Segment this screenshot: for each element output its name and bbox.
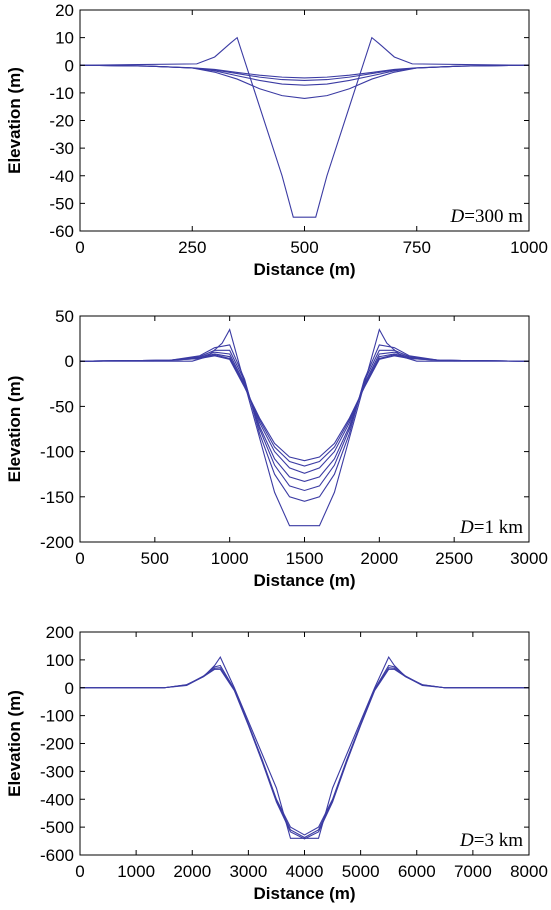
x-tick-label: 0: [75, 238, 84, 257]
x-tick-label: 8000: [510, 862, 548, 881]
y-tick-label: 20: [55, 1, 74, 20]
chart-panel-d300m: 0 250 500 750 1000 20 10 0 -10 -20 -30 -40 -50 -60 Dis…: [5, 1, 548, 279]
chart-panel-d3km: 0 1000 2000 3000 4000 5000 6000 7000 80002001000…: [5, 623, 548, 903]
profile-line-7: [79, 355, 530, 462]
profile-line-2: [80, 664, 529, 836]
x-tick-label: 500: [141, 549, 169, 568]
x-tick-label: 7000: [454, 862, 492, 881]
profile-line-1: [80, 655, 529, 839]
plot-frame: [79, 631, 530, 856]
y-tick-label: 100: [46, 651, 74, 670]
diameter-annotation: D=1 km: [459, 517, 523, 538]
profile-line-1: [79, 36, 530, 218]
profile-line-6: [79, 354, 530, 467]
profile-line-5: [79, 64, 530, 79]
diameter-annotation: D=3 km: [459, 830, 523, 851]
chart-panel-d1km: 0 500 1000 1500 2000 2500 3000500-50-100-150-2…: [5, 307, 548, 590]
plot-frame: [79, 315, 530, 543]
x-tick-label: 3000: [510, 549, 548, 568]
x-tick-label: 500: [290, 238, 318, 257]
x-tick-label: 250: [178, 238, 206, 257]
y-tick-label: 200: [46, 623, 74, 642]
profile-line-3: [79, 349, 530, 492]
x-tick-label: 1000: [117, 862, 155, 881]
y-tick-label: -400: [40, 790, 74, 809]
profile-line-4: [79, 351, 530, 483]
profile-line-2: [79, 344, 530, 502]
profile-line-5: [79, 353, 530, 474]
y-tick-label: 0: [65, 56, 74, 75]
y-tick-label: -60: [49, 222, 74, 241]
x-tick-label: 0: [75, 549, 84, 568]
y-tick-label: -150: [40, 488, 74, 507]
x-axis-label: Distance (m): [253, 884, 355, 903]
y-tick-label: -50: [49, 397, 74, 416]
x-axis-label: Distance (m): [253, 260, 355, 279]
y-tick-label: 0: [65, 352, 74, 371]
y-tick-label: -30: [49, 139, 74, 158]
y-tick-label: 50: [55, 307, 74, 326]
profile-line-3: [79, 64, 530, 86]
y-tick-label: -500: [40, 818, 74, 837]
y-tick-label: -600: [40, 846, 74, 865]
y-tick-label: -300: [40, 762, 74, 781]
y-axis-label: Elevation (m): [5, 376, 24, 483]
y-tick-label: -200: [40, 533, 74, 552]
x-tick-label: 4000: [286, 862, 324, 881]
x-tick-label: 2000: [360, 549, 398, 568]
y-tick-label: 10: [55, 29, 74, 48]
profile-line-1: [80, 328, 529, 527]
profile-line-3: [80, 667, 529, 839]
y-axis-label: Elevation (m): [5, 67, 24, 174]
x-tick-label: 6000: [398, 862, 436, 881]
profile-line-2: [79, 64, 530, 99]
x-tick-label: 5000: [342, 862, 380, 881]
plot-frame: [79, 9, 530, 232]
x-tick-label: 1000: [510, 238, 548, 257]
y-tick-label: -200: [40, 735, 74, 754]
x-tick-label: 0: [75, 862, 84, 881]
x-tick-label: 3000: [229, 862, 267, 881]
y-tick-label: -100: [40, 443, 74, 462]
diameter-annotation: D=300 m: [450, 206, 524, 227]
y-tick-label: -20: [49, 112, 74, 131]
x-tick-label: 1000: [211, 549, 249, 568]
y-tick-label: -50: [49, 194, 74, 213]
y-tick-label: -10: [49, 84, 74, 103]
profile-line-4: [80, 668, 529, 840]
y-tick-label: 0: [65, 679, 74, 698]
y-axis-label: Elevation (m): [5, 690, 24, 797]
x-tick-label: 2000: [173, 862, 211, 881]
x-tick-label: 1500: [286, 549, 324, 568]
x-tick-label: 2500: [435, 549, 473, 568]
x-tick-label: 750: [403, 238, 431, 257]
y-tick-label: -40: [49, 167, 74, 186]
y-tick-label: -100: [40, 707, 74, 726]
x-axis-label: Distance (m): [253, 571, 355, 590]
